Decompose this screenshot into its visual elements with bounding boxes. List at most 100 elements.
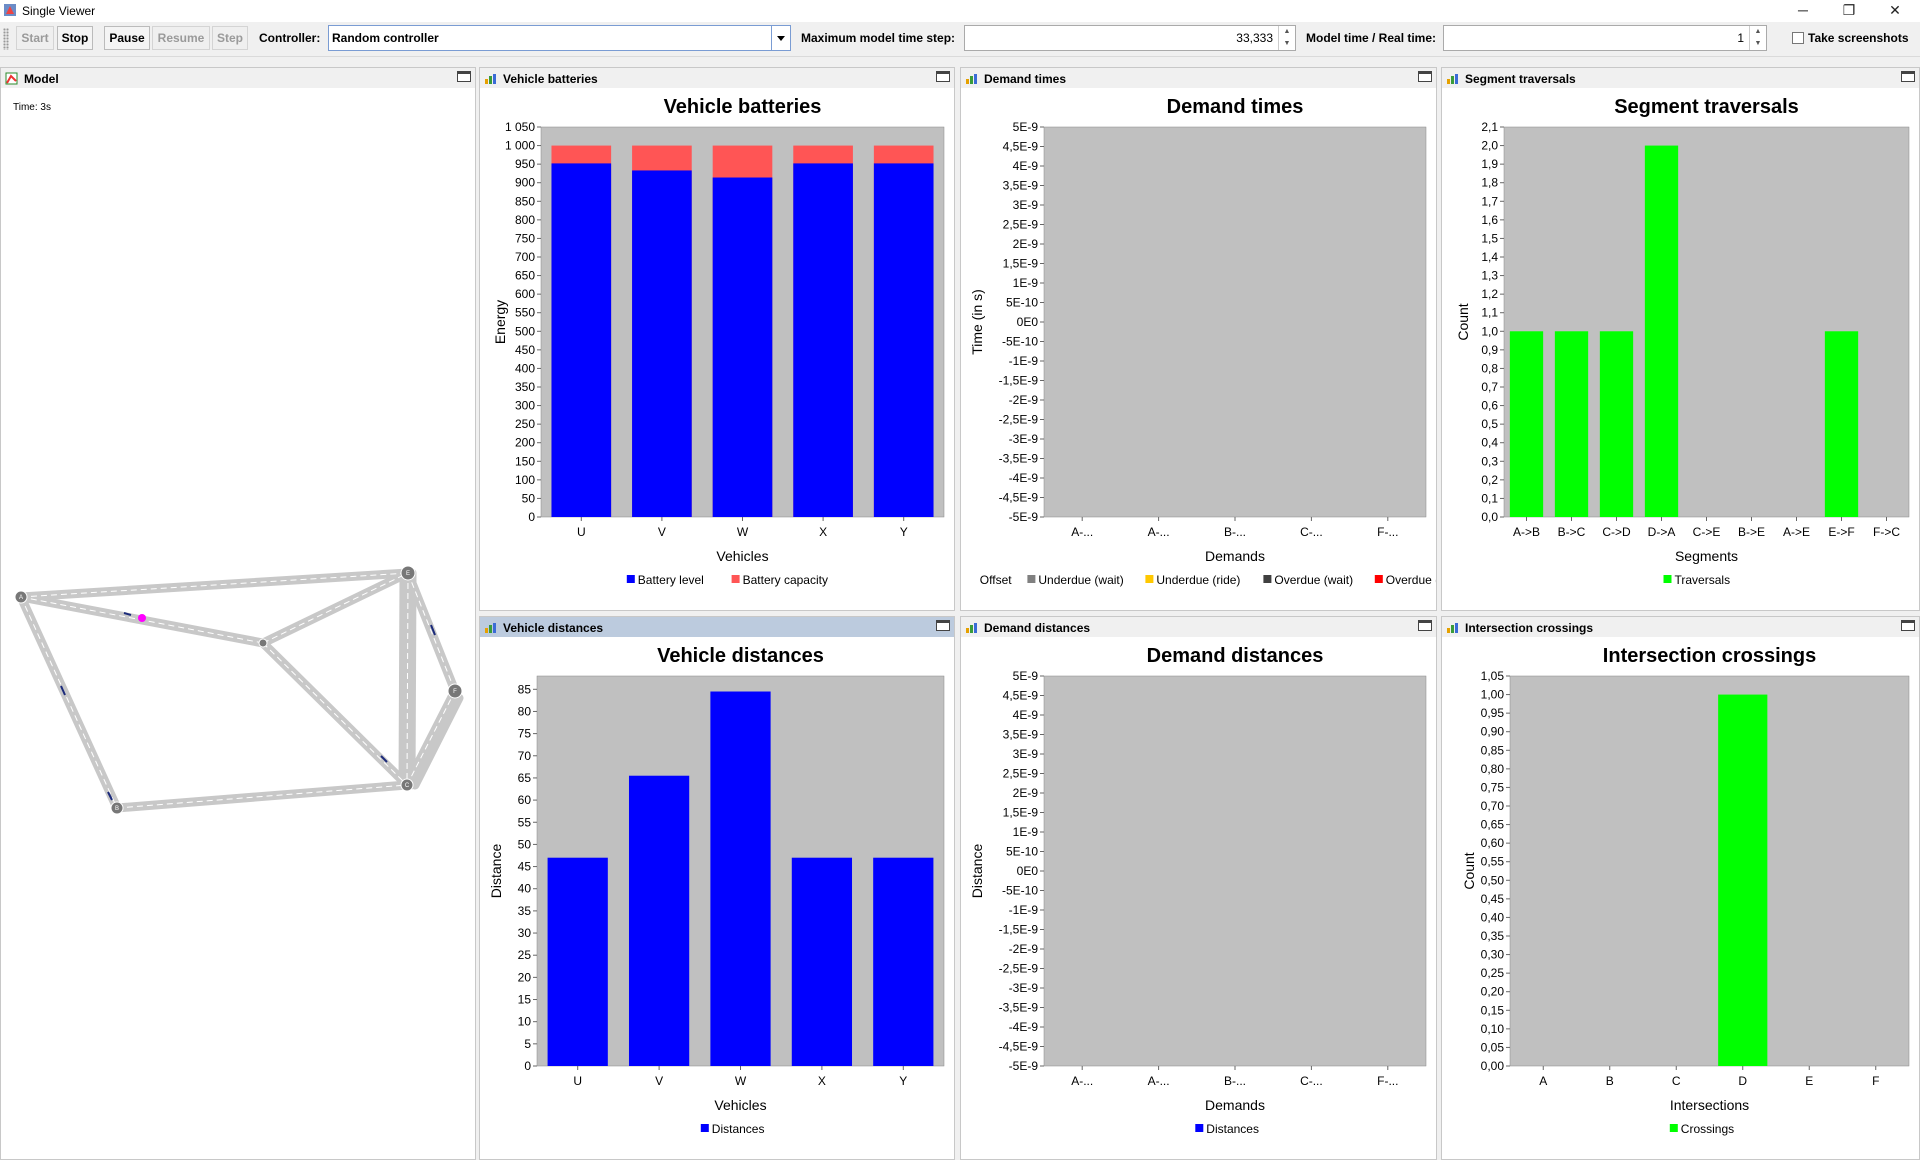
screenshots-checkbox[interactable]	[1792, 32, 1804, 44]
panel-title-bar[interactable]: Vehicle batteries	[480, 68, 954, 88]
ratio-spinner[interactable]: ▲▼	[1443, 25, 1767, 51]
x-tick-label: E	[1805, 1074, 1813, 1088]
close-button[interactable]: ✕	[1889, 2, 1901, 18]
x-tick-label: C	[1672, 1074, 1681, 1088]
screenshots-label[interactable]: Take screenshots	[1808, 31, 1909, 45]
y-tick-label: -4E-9	[1009, 471, 1039, 485]
plot-area	[1043, 126, 1427, 518]
y-axis-label: Time (in s)	[969, 289, 985, 355]
y-tick-label: 75	[518, 727, 532, 741]
maximize-icon[interactable]	[1901, 620, 1915, 631]
x-tick-label: V	[655, 1074, 663, 1088]
window-title-bar: Single Viewer ─ ❐ ✕	[0, 0, 1920, 22]
y-tick-label: 550	[515, 306, 535, 320]
y-tick-label: -2E-9	[1009, 393, 1039, 407]
y-tick-label: 30	[518, 926, 532, 940]
y-tick-label: 0,95	[1481, 706, 1505, 720]
y-tick-label: 0,9	[1481, 343, 1498, 357]
spin-down-icon[interactable]: ▼	[1754, 40, 1762, 47]
maximize-icon[interactable]	[1418, 71, 1432, 82]
node-d[interactable]	[258, 638, 268, 648]
start-button[interactable]: Start	[16, 26, 54, 50]
stop-button[interactable]: Stop	[57, 26, 93, 50]
segment-traversals-panel: Segment traversals Segment traversals 0,0…	[1441, 67, 1920, 611]
y-tick-label: -5E-10	[1002, 335, 1038, 349]
legend-label: Underdue (ride)	[1156, 573, 1240, 587]
y-tick-label: 0,60	[1481, 836, 1505, 850]
chevron-down-icon[interactable]	[771, 26, 790, 50]
maximize-icon[interactable]	[1418, 620, 1432, 631]
maximize-icon[interactable]	[457, 71, 471, 82]
y-tick-label: 5E-10	[1006, 845, 1038, 859]
y-tick-label: 2,5E-9	[1003, 767, 1039, 781]
y-tick-label: 55	[518, 815, 532, 829]
y-tick-label: -4E-9	[1009, 1020, 1039, 1034]
node-a[interactable]	[14, 590, 28, 604]
y-tick-label: 1,00	[1481, 688, 1505, 702]
controller-select[interactable]: Random controller	[328, 25, 791, 51]
panel-title-bar[interactable]: Demand distances	[961, 617, 1436, 637]
controller-label: Controller:	[259, 31, 321, 45]
pause-button[interactable]: Pause	[104, 26, 150, 50]
maximize-icon[interactable]	[936, 71, 950, 82]
y-tick-label: 5E-9	[1013, 120, 1039, 134]
y-tick-label: 80	[518, 704, 532, 718]
y-tick-label: 1,0	[1481, 324, 1498, 338]
panel-title-bar[interactable]: Intersection crossings	[1442, 617, 1919, 637]
y-axis-label: Count	[1455, 303, 1471, 340]
node-e[interactable]	[400, 565, 416, 581]
legend-label: Overdue (wait)	[1274, 573, 1353, 587]
maximize-icon[interactable]	[936, 620, 950, 631]
node-label: C	[405, 783, 410, 789]
max-step-input[interactable]	[965, 26, 1277, 50]
node-b[interactable]	[110, 801, 124, 815]
y-tick-label: 3,5E-9	[1003, 179, 1039, 193]
resume-button[interactable]: Resume	[152, 26, 210, 50]
y-tick-label: 400	[515, 361, 535, 375]
panel-title-bar[interactable]: Model	[1, 68, 475, 88]
y-tick-label: 0,70	[1481, 799, 1505, 813]
x-axis-label: Demands	[1205, 548, 1265, 564]
toolbar-grip[interactable]	[3, 28, 9, 50]
node-c[interactable]	[400, 778, 414, 792]
spin-down-icon[interactable]: ▼	[1283, 40, 1291, 47]
y-tick-label: 0,75	[1481, 780, 1505, 794]
x-tick-label: Y	[899, 1074, 907, 1088]
road-network-map[interactable]: A B C E F	[1, 88, 475, 1158]
bar	[547, 857, 608, 1066]
panel-title-bar[interactable]: Segment traversals	[1442, 68, 1919, 88]
legend-label: Overdue (ride)	[1386, 573, 1436, 587]
panel-title-bar[interactable]: Demand times	[961, 68, 1436, 88]
spin-up-icon[interactable]: ▲	[1283, 28, 1291, 35]
x-tick-label: A	[1539, 1074, 1547, 1088]
ratio-input[interactable]	[1444, 26, 1748, 50]
node-label: F	[453, 689, 457, 695]
panel-title-bar[interactable]: Vehicle distances	[480, 617, 954, 637]
y-tick-label: 0,85	[1481, 743, 1505, 757]
y-tick-label: 0E0	[1017, 315, 1039, 329]
minimize-button[interactable]: ─	[1798, 2, 1808, 18]
y-tick-label: -3E-9	[1009, 432, 1039, 446]
bar	[632, 170, 692, 517]
segment-traversals-chart: Segment traversals 0,0 0,1 0,2 0,3 0,4 0,5 0,6 0…	[1455, 96, 1910, 587]
step-button[interactable]: Step	[212, 26, 248, 50]
y-tick-label: 10	[518, 1015, 532, 1029]
y-tick-label: 4,5E-9	[1003, 689, 1039, 703]
chart-title: Vehicle distances	[657, 645, 824, 667]
vehicle-marker[interactable]	[138, 614, 146, 622]
y-tick-label: 4E-9	[1013, 159, 1039, 173]
x-tick-label: B->C	[1558, 525, 1586, 539]
spin-up-icon[interactable]: ▲	[1754, 28, 1762, 35]
y-tick-label: 0,35	[1481, 929, 1505, 943]
y-tick-label: 3E-9	[1013, 198, 1039, 212]
node-f[interactable]	[447, 683, 463, 699]
y-tick-label: 650	[515, 269, 535, 283]
x-tick-label: X	[819, 525, 827, 539]
max-step-label: Maximum model time step:	[801, 31, 956, 45]
maximize-icon[interactable]	[1901, 71, 1915, 82]
max-step-spinner[interactable]: ▲▼	[964, 25, 1296, 51]
restore-button[interactable]: ❐	[1842, 2, 1856, 18]
y-tick-label: 150	[515, 454, 535, 468]
plot-area	[1509, 675, 1910, 1067]
x-tick-label: B->E	[1738, 525, 1765, 539]
